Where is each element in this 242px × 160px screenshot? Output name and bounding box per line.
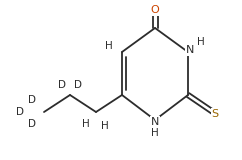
Text: D: D [28, 119, 36, 129]
Text: D: D [58, 80, 66, 90]
Text: H: H [101, 121, 109, 131]
Text: D: D [16, 107, 24, 117]
Text: H: H [151, 128, 159, 138]
Text: H: H [105, 41, 113, 51]
Text: D: D [74, 80, 82, 90]
Text: H: H [82, 119, 90, 129]
Text: N: N [186, 45, 194, 55]
Text: H: H [197, 37, 205, 47]
Text: O: O [151, 5, 159, 15]
Text: D: D [28, 95, 36, 105]
Text: N: N [151, 117, 159, 127]
Text: S: S [212, 109, 219, 119]
